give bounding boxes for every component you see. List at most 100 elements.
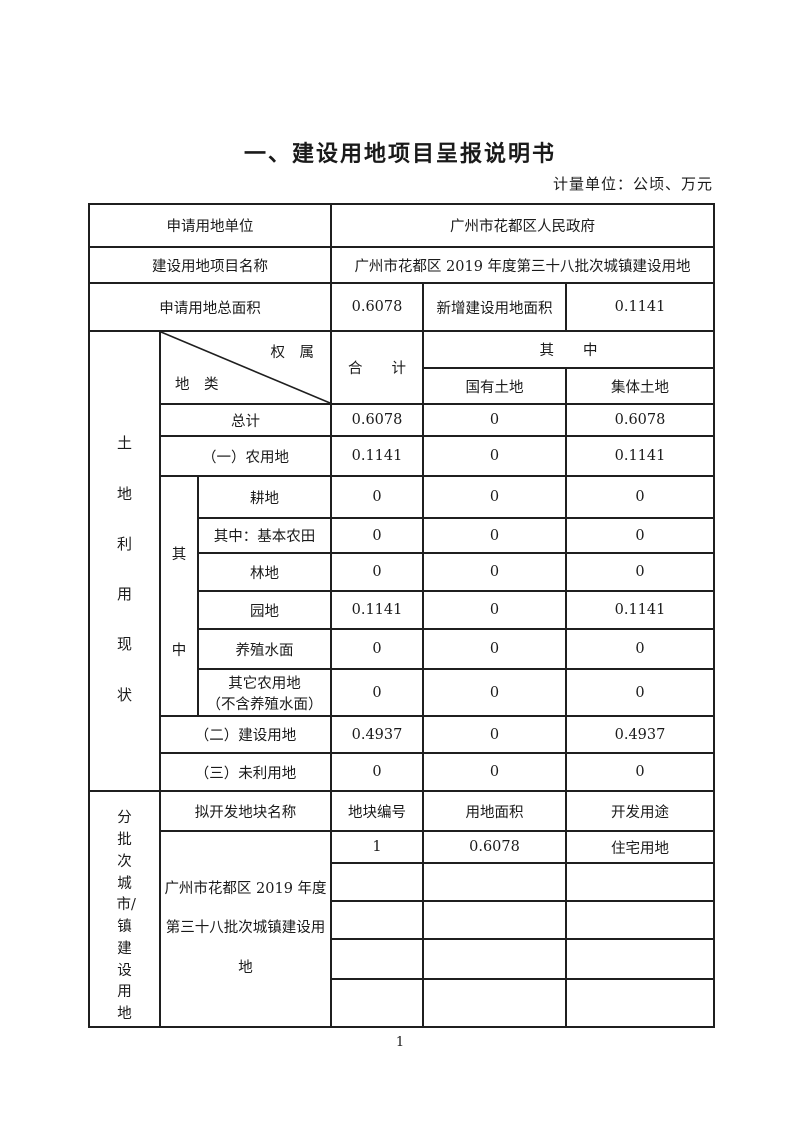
table-row: 申请用地总面积 0.6078 新增建设用地面积 0.1141 [88, 282, 716, 332]
table-row: （一）农用地 0.1141 0 0.1141 [89, 435, 716, 477]
table-row: 其它农用地 （不含养殖水面） 0 0 0 [89, 668, 716, 717]
row-state-cell: 0 [422, 628, 567, 670]
table-row: 申请用地单位 广州市花都区人民政府 [88, 203, 716, 248]
batch-no-cell [330, 978, 424, 1028]
row-collective-cell: 0.6078 [564, 403, 716, 437]
row-label-cell: （三）未利用地 [159, 752, 332, 792]
land-use-subheader-row: 国有土地 集体土地 [89, 367, 716, 405]
project-name-value-cell: 广州市花都区 2019 年度第三十八批次城镇建设用地 [329, 246, 716, 284]
row-total-cell: 0 [330, 517, 424, 554]
batch-use-cell [564, 862, 716, 902]
batch-row [89, 938, 716, 980]
new-area-label-cell: 新增建设用地面积 [422, 282, 567, 332]
diagonal-header-cell: 权 属 地 类 [159, 330, 332, 405]
measurement-unit-note: 计量单位：公顷、万元 [552, 175, 713, 193]
batch-row [89, 900, 716, 940]
col-header-state-land: 国有土地 [422, 367, 567, 405]
row-state-cell: 0 [422, 668, 567, 717]
batch-area-cell [422, 900, 567, 940]
row-state-cell: 0 [422, 403, 567, 437]
row-total-cell: 0 [330, 668, 424, 717]
batch-area-cell [422, 938, 567, 980]
batch-no-cell [330, 862, 424, 902]
row-total-cell: 0.1141 [330, 590, 424, 630]
table-row: 其中 耕地 0 0 0 [89, 475, 716, 717]
new-area-value-cell: 0.1141 [564, 282, 716, 332]
row-label-cell: 其中：基本农田 [197, 517, 332, 554]
table-row: 建设用地项目名称 广州市花都区 2019 年度第三十八批次城镇建设用地 [88, 246, 716, 284]
table-row: 其中：基本农田 0 0 0 [89, 517, 716, 554]
project-name-label-cell: 建设用地项目名称 [88, 246, 332, 284]
table-row: 养殖水面 0 0 0 [89, 628, 716, 670]
batch-area-cell [422, 978, 567, 1028]
batch-name-value-cell: 广州市花都区 2019 年度第三十八批次城镇建设用地 [159, 830, 332, 1028]
batch-use-cell [564, 900, 716, 940]
total-area-value-cell: 0.6078 [330, 282, 424, 332]
row-label-cell: （二）建设用地 [159, 715, 332, 754]
row-label-cell: （一）农用地 [159, 435, 332, 477]
batch-header-row: 分批次城市/镇建设用地 拟开发地块名称 地块编号 用地面积 开发用途 [88, 790, 716, 1028]
land-use-header-row: 土地利用现状 权 属 地 类 合 计 其 中 [88, 330, 716, 792]
batch-no-cell [330, 938, 424, 980]
row-total-cell: 0 [330, 552, 424, 592]
table-row: 园地 0.1141 0 0.1141 [89, 590, 716, 630]
row-label-cell: 林地 [197, 552, 332, 592]
batch-area-cell: 0.6078 [422, 830, 567, 864]
batch-no-cell [330, 900, 424, 940]
batch-area-cell [422, 862, 567, 902]
land-use-section-label-cell: 土地利用现状 [88, 330, 161, 792]
col-header-total: 合 计 [330, 330, 424, 405]
diagonal-ownership-label: 权 属 [270, 345, 315, 361]
row-collective-cell: 0.1141 [564, 590, 716, 630]
batch-section-label: 分批次城市/镇建设用地 [116, 810, 136, 1022]
row-total-cell: 0.4937 [330, 715, 424, 754]
land-use-section-label: 土地利用现状 [116, 434, 132, 704]
land-submission-table: 申请用地单位 广州市花都区人民政府 建设用地项目名称 广州市花都区 2019 年… [88, 203, 716, 1028]
diagonal-split: 权 属 地 类 [161, 332, 330, 403]
table-row: 总计 0.6078 0 0.6078 [89, 403, 716, 437]
diagonal-line [161, 332, 330, 403]
row-total-cell: 0 [330, 475, 424, 519]
row-total-cell: 0 [330, 628, 424, 670]
row-state-cell: 0 [422, 715, 567, 754]
total-area-label-cell: 申请用地总面积 [88, 282, 332, 332]
table-row: 林地 0 0 0 [89, 552, 716, 592]
row-label-cell: 其它农用地 （不含养殖水面） [197, 668, 332, 717]
table-row: （二）建设用地 0.4937 0 0.4937 [89, 715, 716, 754]
row-state-cell: 0 [422, 552, 567, 592]
among-group-label: 其中 [171, 547, 187, 659]
row-total-cell: 0.1141 [330, 435, 424, 477]
batch-use-cell: 住宅用地 [564, 830, 716, 864]
applicant-label-cell: 申请用地单位 [88, 203, 332, 248]
row-collective-cell: 0 [564, 552, 716, 592]
batch-section-label-cell: 分批次城市/镇建设用地 [88, 790, 161, 1028]
diagonal-category-label: 地 类 [175, 377, 219, 393]
batch-no-header-cell: 地块编号 [330, 790, 424, 832]
row-total-cell: 0.6078 [330, 403, 424, 437]
col-header-collective-land: 集体土地 [564, 367, 716, 405]
batch-area-header-cell: 用地面积 [422, 790, 567, 832]
batch-no-cell: 1 [330, 830, 424, 864]
row-state-cell: 0 [422, 590, 567, 630]
row-state-cell: 0 [422, 435, 567, 477]
row-collective-cell: 0.4937 [564, 715, 716, 754]
batch-use-cell [564, 978, 716, 1028]
batch-name-header-cell: 拟开发地块名称 [159, 790, 332, 832]
row-collective-cell: 0 [564, 517, 716, 554]
applicant-value-cell: 广州市花都区人民政府 [329, 203, 716, 248]
col-header-among: 其 中 [421, 330, 716, 369]
row-label-cell: 养殖水面 [197, 628, 332, 670]
row-collective-cell: 0 [564, 475, 716, 519]
batch-use-cell [564, 938, 716, 980]
page-title: 一、建设用地项目呈报说明书 [243, 142, 556, 167]
row-label-cell: 总计 [159, 403, 332, 437]
row-total-cell: 0 [330, 752, 424, 792]
page-number: 1 [395, 1035, 405, 1050]
batch-row: 广州市花都区 2019 年度第三十八批次城镇建设用地 1 0.6078 住宅用地 [89, 830, 716, 1028]
row-state-cell: 0 [422, 475, 567, 519]
row-label-cell: 耕地 [197, 475, 332, 519]
batch-use-header-cell: 开发用途 [564, 790, 716, 832]
row-collective-cell: 0 [564, 628, 716, 670]
row-label-cell: 园地 [197, 590, 332, 630]
